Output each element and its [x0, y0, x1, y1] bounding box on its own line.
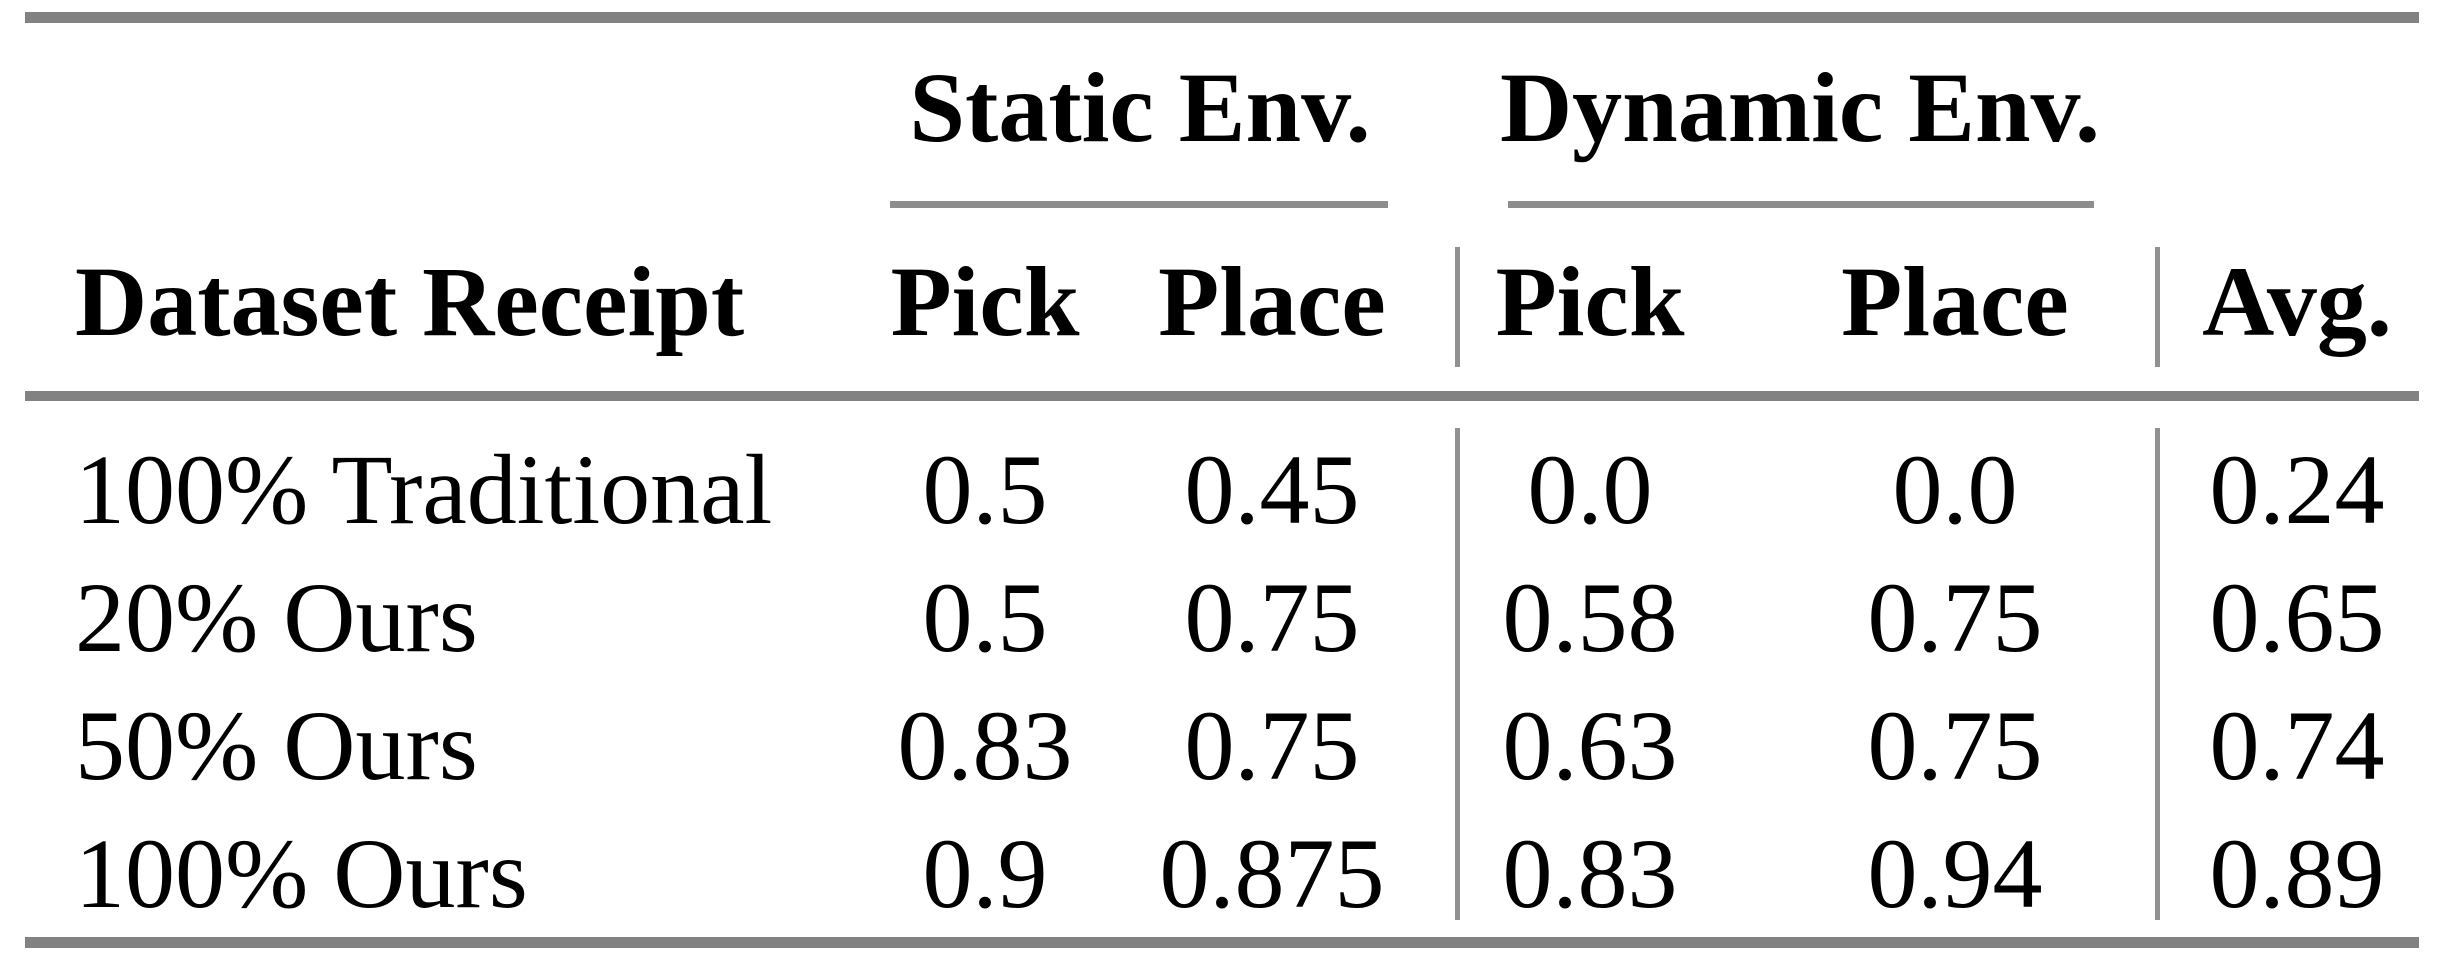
- dynamic-pick-header: Pick: [1495, 246, 1685, 357]
- vertical-divider-dynamic-avg-header: [2155, 247, 2160, 367]
- static-place-header: Place: [1158, 246, 1386, 357]
- value-cell: 0.89: [2209, 818, 2385, 929]
- static-env-underline: [890, 201, 1388, 208]
- value-cell: 0.75: [1867, 562, 2043, 673]
- dynamic-env-underline: [1508, 201, 2094, 208]
- vertical-divider-static-dynamic-header: [1455, 247, 1460, 367]
- value-cell: 0.74: [2209, 690, 2385, 801]
- value-cell: 0.83: [897, 690, 1073, 801]
- value-cell: 0.5: [922, 562, 1048, 673]
- dynamic-place-header: Place: [1841, 246, 2069, 357]
- value-cell: 0.63: [1502, 690, 1678, 801]
- value-cell: 0.94: [1867, 818, 2043, 929]
- row-label: 20% Ours: [75, 562, 478, 673]
- value-cell: 0.58: [1502, 562, 1678, 673]
- value-cell: 0.0: [1527, 434, 1653, 545]
- vertical-divider-static-dynamic-body: [1455, 428, 1460, 920]
- dataset-receipt-header: Dataset Receipt: [75, 246, 745, 357]
- avg-header: Avg.: [2202, 246, 2392, 357]
- header-mid-rule: [25, 391, 2419, 401]
- value-cell: 0.875: [1159, 818, 1385, 929]
- value-cell: 0.45: [1184, 434, 1360, 545]
- value-cell: 0.65: [2209, 562, 2385, 673]
- value-cell: 0.24: [2209, 434, 2385, 545]
- value-cell: 0.75: [1184, 562, 1360, 673]
- dynamic-env-group-header: Dynamic Env.: [1499, 52, 2101, 163]
- value-cell: 0.9: [922, 818, 1048, 929]
- top-rule: [25, 12, 2419, 23]
- value-cell: 0.75: [1867, 690, 2043, 801]
- value-cell: 0.5: [922, 434, 1048, 545]
- value-cell: 0.83: [1502, 818, 1678, 929]
- static-env-group-header: Static Env.: [909, 52, 1371, 163]
- static-pick-header: Pick: [890, 246, 1080, 357]
- value-cell: 0.75: [1184, 690, 1360, 801]
- row-label: 100% Traditional: [75, 434, 773, 545]
- bottom-rule: [25, 937, 2419, 948]
- row-label: 50% Ours: [75, 690, 478, 801]
- value-cell: 0.0: [1892, 434, 2018, 545]
- row-label: 100% Ours: [75, 818, 528, 929]
- vertical-divider-dynamic-avg-body: [2155, 428, 2160, 920]
